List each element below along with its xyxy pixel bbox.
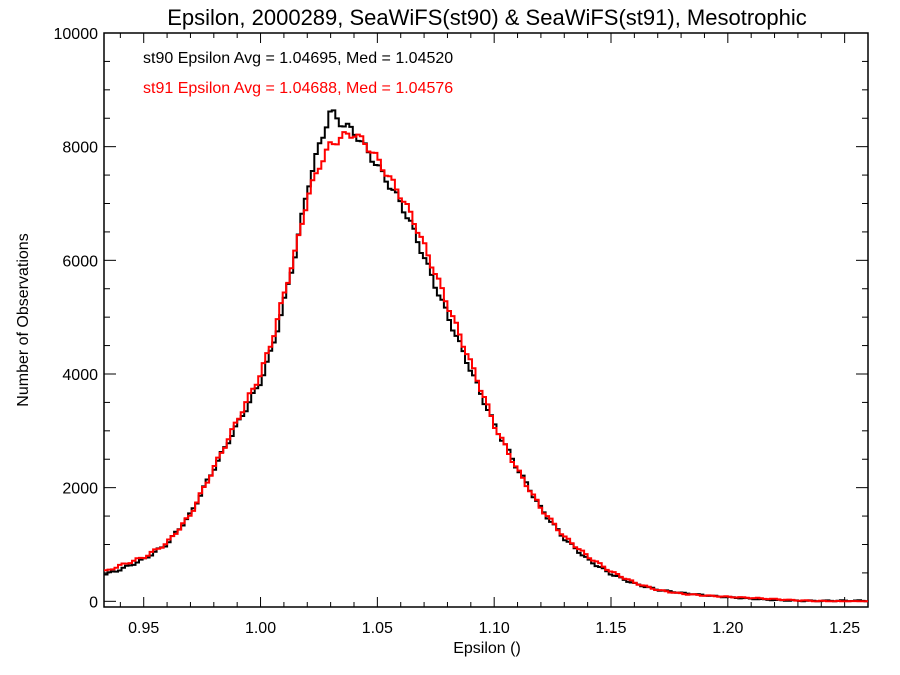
y-tick-label: 6000 xyxy=(62,253,98,270)
x-tick-label: 1.00 xyxy=(245,620,276,637)
x-axis: 0.95 1.00 1.05 1.10 1.15 1.20 1.25 xyxy=(119,33,869,637)
x-tick-label: 1.15 xyxy=(595,620,626,637)
x-axis-label: Epsilon () xyxy=(453,640,521,657)
x-tick-label: 1.10 xyxy=(479,620,510,637)
x-tick-label: 1.20 xyxy=(712,620,743,637)
chart-title: Epsilon, 2000289, SeaWiFS(st90) & SeaWiF… xyxy=(167,5,807,30)
y-tick-label: 0 xyxy=(89,594,98,611)
annotation-st91: st91 Epsilon Avg = 1.04688, Med = 1.0457… xyxy=(143,80,453,97)
series-1-line xyxy=(104,131,868,603)
y-tick-label: 10000 xyxy=(54,26,99,43)
y-tick-label: 2000 xyxy=(62,481,98,498)
series-0-line xyxy=(104,109,868,603)
y-tick-label: 8000 xyxy=(62,140,98,157)
plot-frame xyxy=(103,32,869,608)
series-layer xyxy=(104,109,868,603)
y-axis-label: Number of Observations xyxy=(15,233,32,406)
annotation-st90: st90 Epsilon Avg = 1.04695, Med = 1.0452… xyxy=(143,50,453,67)
y-tick-label: 4000 xyxy=(62,367,98,384)
y-axis: 0 2000 4000 6000 8000 10000 xyxy=(54,26,868,611)
x-tick-label: 1.25 xyxy=(829,620,860,637)
x-tick-label: 0.95 xyxy=(128,620,159,637)
x-tick-label: 1.05 xyxy=(362,620,393,637)
